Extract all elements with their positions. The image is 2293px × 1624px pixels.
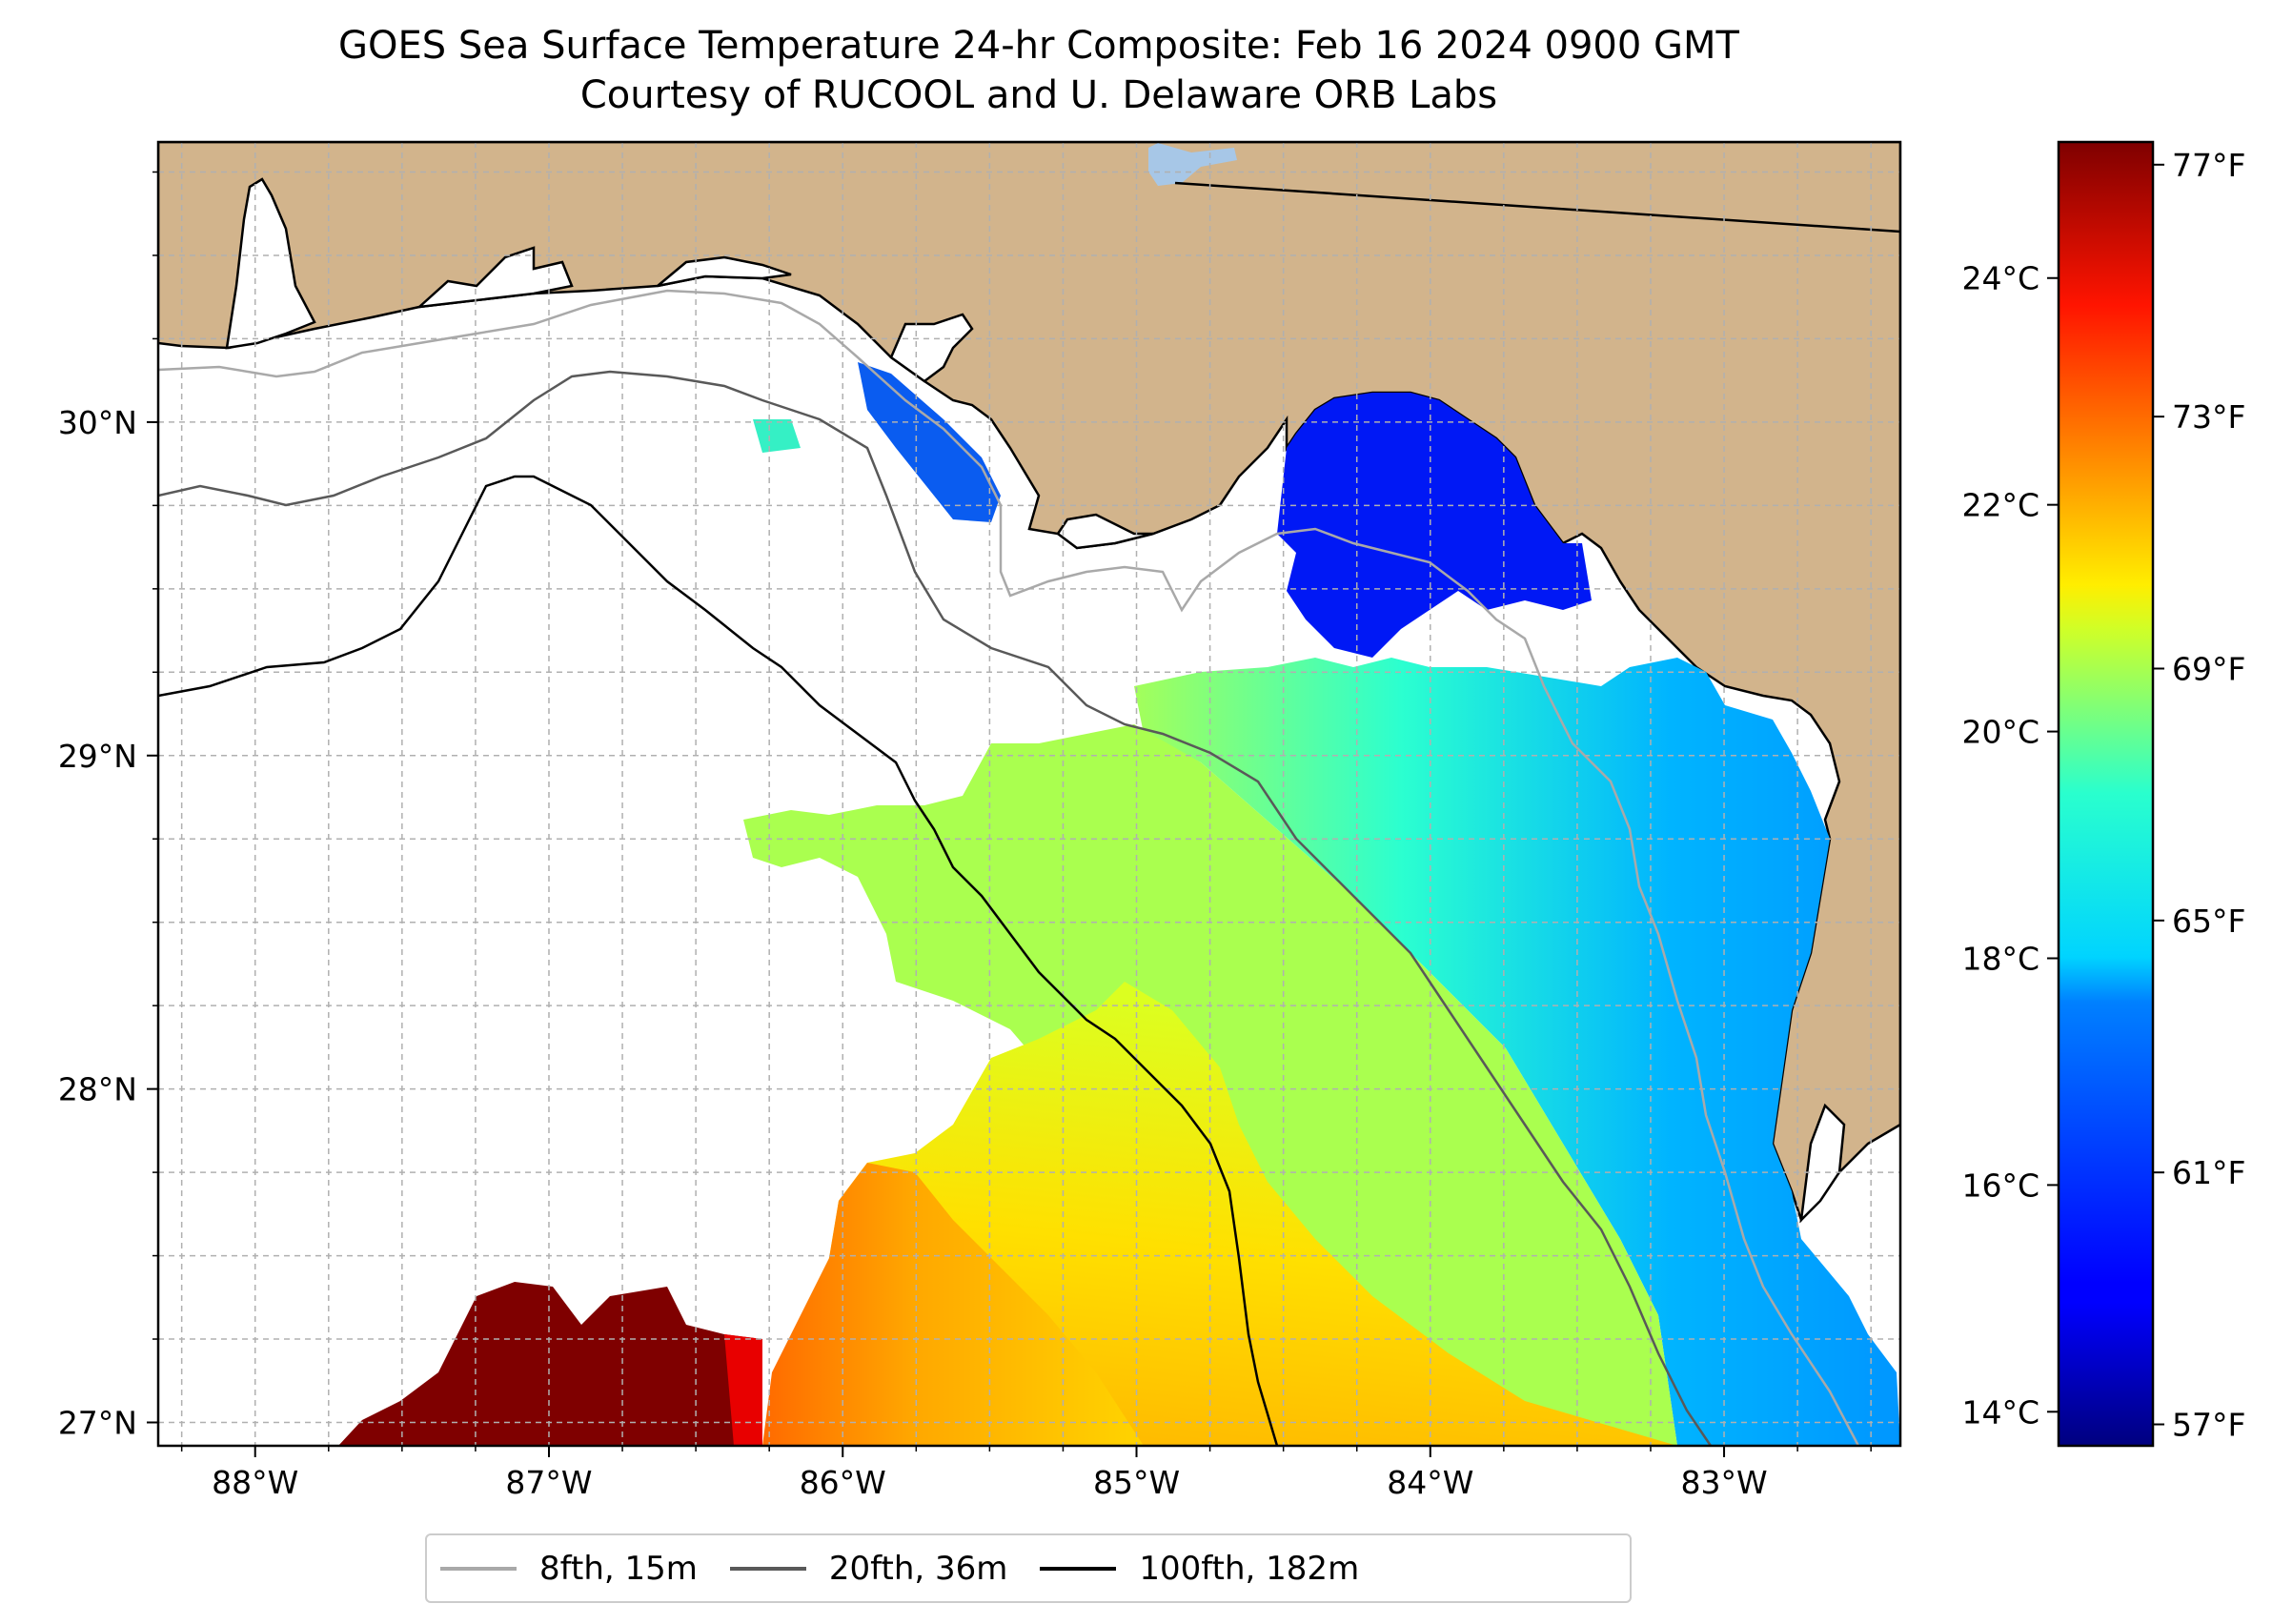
title-line-1: GOES Sea Surface Temperature 24-hr Compo… bbox=[338, 24, 1739, 68]
colorbar bbox=[2057, 140, 2155, 1448]
title-line-2: Courtesy of RUCOOL and U. Delaware ORB L… bbox=[579, 73, 1498, 117]
isobath-182m bbox=[158, 475, 1279, 1446]
mobile-bay bbox=[225, 177, 316, 350]
pensacola-bay bbox=[416, 246, 574, 309]
choctawhatchee-bay bbox=[657, 255, 792, 288]
lon-tick-label: 83°W bbox=[1680, 1464, 1767, 1501]
legend-label-100fth: 100fth, 182m bbox=[1139, 1549, 1360, 1588]
colorbar-celsius-label: 18°C bbox=[1961, 940, 2039, 977]
colorbar-fahrenheit-label: 61°F bbox=[2172, 1154, 2245, 1191]
map-frame bbox=[156, 140, 1902, 1448]
isobath-legend: 8fth, 15m 20fth, 36m 100fth, 182m bbox=[425, 1533, 1632, 1603]
legend-item-8fth: 8fth, 15m bbox=[440, 1550, 698, 1588]
st-andrew-bay bbox=[889, 313, 974, 383]
apalachicola-bay bbox=[1056, 513, 1154, 550]
lat-tick-label: 27°N bbox=[58, 1405, 137, 1442]
lat-tick-label: 29°N bbox=[58, 738, 137, 775]
colorbar-celsius-label: 24°C bbox=[1961, 260, 2039, 297]
sst-southwest-orange bbox=[762, 1163, 1144, 1446]
sst-bigbend-blue bbox=[1277, 393, 1592, 658]
sst-panhandle-blue bbox=[858, 362, 1001, 522]
state-boundary bbox=[1174, 181, 1900, 233]
sst-east-gradient bbox=[1134, 658, 1900, 1446]
isobath-15m bbox=[158, 289, 1860, 1446]
lon-tick-label: 87°W bbox=[505, 1464, 592, 1501]
colorbar-celsius-ticks: 14°C 16°C 18°C 20°C 22°C 24°C bbox=[1961, 260, 2059, 1431]
colorbar-fahrenheit-label: 57°F bbox=[2172, 1407, 2245, 1444]
latitude-ticks: 27°N 28°N 29°N 30°N bbox=[58, 171, 158, 1442]
sst-southwest-hot bbox=[338, 1282, 762, 1446]
map-area bbox=[158, 142, 1900, 1446]
legend-item-100fth: 100fth, 182m bbox=[1040, 1550, 1359, 1588]
colorbar-celsius-label: 16°C bbox=[1961, 1167, 2039, 1204]
legend-label-8fth: 8fth, 15m bbox=[539, 1549, 698, 1588]
colorbar-celsius-label: 20°C bbox=[1961, 714, 2039, 751]
graticule bbox=[158, 142, 1900, 1446]
legend-swatch-20fth bbox=[729, 1566, 806, 1571]
legend-item-20fth: 20fth, 36m bbox=[729, 1549, 1008, 1588]
chart-title: GOES Sea Surface Temperature 24-hr Compo… bbox=[0, 21, 2078, 120]
lon-tick-label: 85°W bbox=[1093, 1464, 1180, 1501]
colorbar-fahrenheit-label: 77°F bbox=[2172, 147, 2245, 184]
legend-swatch-100fth bbox=[1040, 1566, 1117, 1571]
sst-small-cyan bbox=[753, 419, 801, 453]
lon-tick-label: 84°W bbox=[1387, 1464, 1473, 1501]
lat-tick-label: 30°N bbox=[58, 404, 137, 441]
lat-tick-label: 28°N bbox=[58, 1071, 137, 1108]
legend-label-20fth: 20fth, 36m bbox=[828, 1549, 1008, 1588]
legend-swatch-8fth bbox=[440, 1566, 517, 1571]
lake bbox=[1148, 143, 1237, 186]
lon-tick-label: 86°W bbox=[800, 1464, 886, 1501]
colorbar-fahrenheit-label: 73°F bbox=[2172, 398, 2245, 436]
colorbar-celsius-label: 22°C bbox=[1961, 487, 2039, 524]
sst-hot-edge bbox=[724, 1334, 762, 1446]
longitude-ticks: 88°W 87°W 86°W 85°W 84°W 83°W bbox=[180, 1446, 1872, 1501]
isobath-36m bbox=[158, 370, 1713, 1446]
colorbar-fahrenheit-label: 69°F bbox=[2172, 650, 2245, 687]
colorbar-fahrenheit-ticks: 57°F 61°F 65°F 69°F 73°F 77°F bbox=[2153, 147, 2245, 1444]
colorbar-celsius-label: 14°C bbox=[1961, 1393, 2039, 1431]
colorbar-fahrenheit-label: 65°F bbox=[2172, 903, 2245, 940]
lon-tick-label: 88°W bbox=[212, 1464, 298, 1501]
tampa-bay bbox=[1799, 1103, 1846, 1224]
